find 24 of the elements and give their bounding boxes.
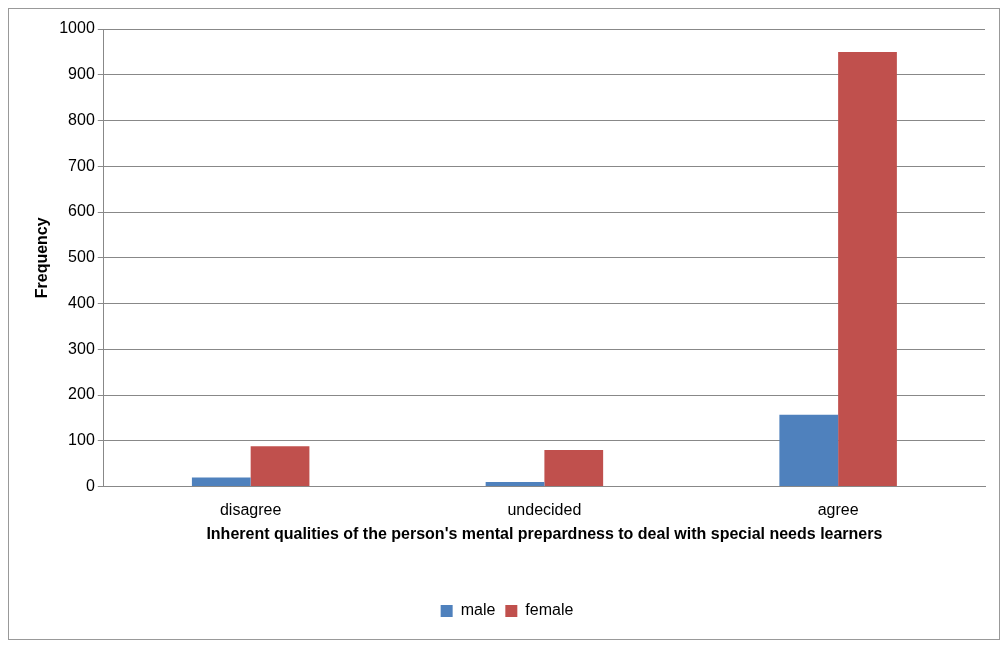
x-axis-title: Inherent qualities of the person's mental prepardness to deal with special needs learners bbox=[206, 525, 883, 543]
y-tick-label: 600 bbox=[68, 202, 95, 220]
y-tick-label: 0 bbox=[85, 477, 95, 495]
y-tick-label: 800 bbox=[68, 110, 95, 128]
y-tick-label: 700 bbox=[68, 156, 95, 174]
y-axis-title: Frequency bbox=[33, 217, 51, 299]
x-tick-label: undecided bbox=[507, 500, 582, 518]
x-tick-label: agree bbox=[817, 500, 859, 518]
legend-label: female bbox=[525, 601, 574, 619]
y-tick-label: 300 bbox=[68, 339, 95, 357]
bar bbox=[838, 51, 897, 487]
y-tick-label: 1000 bbox=[59, 19, 95, 37]
bar bbox=[779, 414, 839, 487]
bar bbox=[544, 449, 604, 487]
legend-label: male bbox=[460, 601, 496, 619]
y-tick-label: 400 bbox=[68, 293, 95, 311]
y-tick-label: 100 bbox=[68, 431, 95, 449]
x-tick-label: disagree bbox=[219, 500, 282, 518]
y-tick-label: 500 bbox=[68, 248, 95, 266]
bar bbox=[250, 446, 310, 487]
bar bbox=[485, 482, 545, 487]
bar bbox=[191, 477, 251, 487]
y-tick-label: 200 bbox=[68, 385, 95, 403]
y-tick-label: 900 bbox=[68, 65, 95, 83]
